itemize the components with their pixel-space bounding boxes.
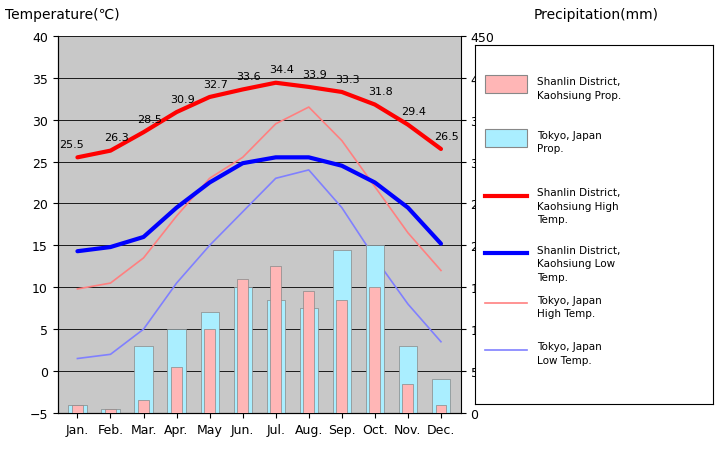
Text: 26.5: 26.5 <box>434 131 459 141</box>
Bar <box>303 292 314 413</box>
Text: Kaohsiung High: Kaohsiung High <box>537 202 618 211</box>
Bar <box>333 250 351 413</box>
Bar <box>237 279 248 413</box>
FancyBboxPatch shape <box>485 76 528 94</box>
Text: 25.5: 25.5 <box>60 140 84 150</box>
Bar <box>300 308 318 413</box>
Text: 33.6: 33.6 <box>236 72 261 82</box>
Text: 34.4: 34.4 <box>269 65 294 75</box>
Bar <box>204 330 215 413</box>
Bar <box>171 367 182 413</box>
Text: Temperature(℃): Temperature(℃) <box>5 8 120 22</box>
Bar <box>72 405 83 413</box>
Text: 31.8: 31.8 <box>368 87 393 97</box>
Text: Temp.: Temp. <box>537 215 568 225</box>
Text: Low Temp.: Low Temp. <box>537 355 592 365</box>
Text: Shanlin District,: Shanlin District, <box>537 188 621 198</box>
Text: 33.9: 33.9 <box>302 69 327 79</box>
Text: 32.7: 32.7 <box>203 79 228 90</box>
Text: Shanlin District,: Shanlin District, <box>537 245 621 255</box>
Text: Prop.: Prop. <box>537 144 564 154</box>
Text: High Temp.: High Temp. <box>537 309 595 319</box>
Text: 28.5: 28.5 <box>137 115 161 124</box>
Text: Tokyo, Japan: Tokyo, Japan <box>537 341 602 352</box>
Bar <box>138 401 149 413</box>
Text: Kaohsiung Prop.: Kaohsiung Prop. <box>537 90 621 101</box>
Bar <box>402 384 413 413</box>
Text: Shanlin District,: Shanlin District, <box>537 77 621 87</box>
Bar <box>68 405 86 413</box>
Bar <box>201 313 219 413</box>
Bar <box>102 409 120 413</box>
Text: 30.9: 30.9 <box>170 95 194 105</box>
Bar <box>135 346 153 413</box>
Bar <box>432 380 450 413</box>
Text: Kaohsiung Low: Kaohsiung Low <box>537 258 615 269</box>
Text: Tokyo, Japan: Tokyo, Japan <box>537 295 602 305</box>
Bar <box>168 330 186 413</box>
Bar <box>336 300 347 413</box>
Text: 26.3: 26.3 <box>104 133 128 143</box>
Text: 29.4: 29.4 <box>401 107 426 117</box>
Bar <box>266 300 285 413</box>
FancyBboxPatch shape <box>485 130 528 148</box>
Text: Precipitation(mm): Precipitation(mm) <box>534 8 658 22</box>
Text: Tokyo, Japan: Tokyo, Japan <box>537 130 602 140</box>
Text: 33.3: 33.3 <box>335 74 360 84</box>
Bar <box>436 405 446 413</box>
Bar <box>366 246 384 413</box>
Bar <box>399 346 417 413</box>
Bar <box>270 267 282 413</box>
Bar <box>369 288 380 413</box>
Bar <box>233 288 252 413</box>
Bar <box>105 409 116 413</box>
Text: Temp.: Temp. <box>537 272 568 282</box>
